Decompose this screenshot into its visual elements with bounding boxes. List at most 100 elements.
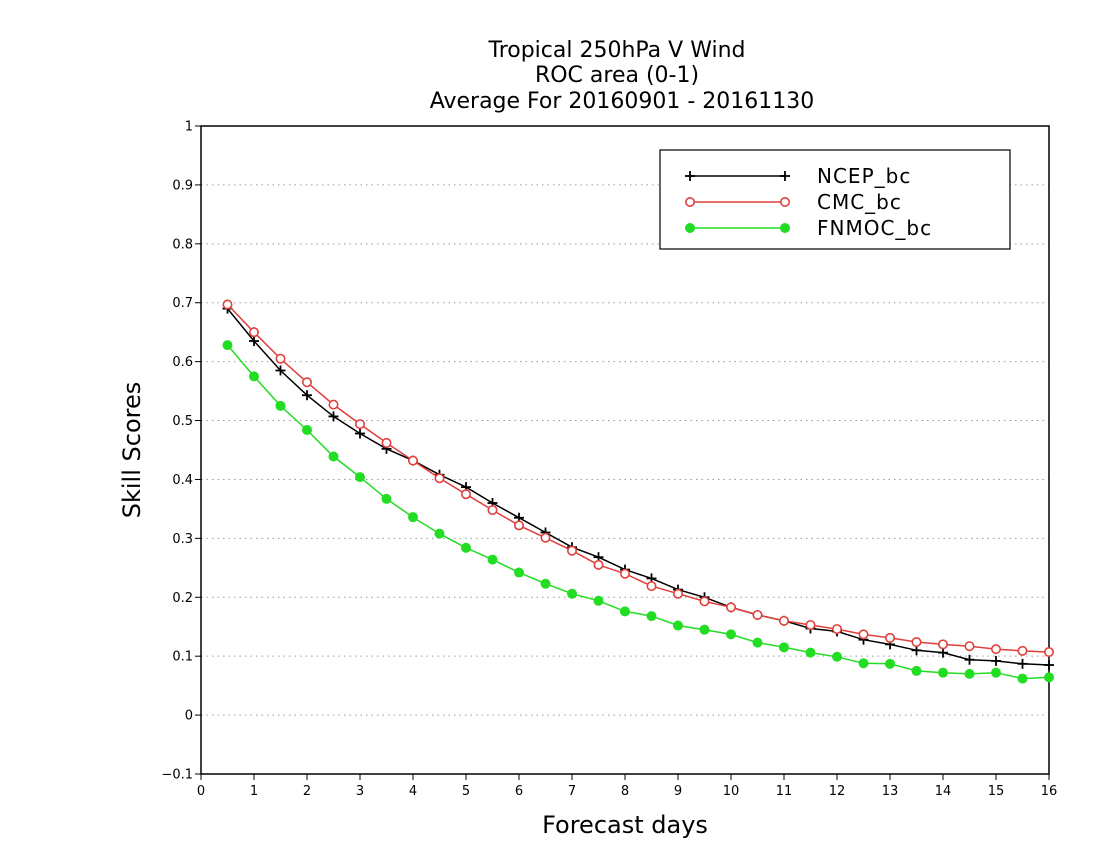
data-point-ncep-bc xyxy=(249,336,259,347)
y-axis-label: Skill Scores xyxy=(118,382,146,519)
data-point-fnmoc-bc xyxy=(275,400,286,411)
data-point-fnmoc-bc xyxy=(434,528,445,539)
x-tick-label: 15 xyxy=(988,784,1005,799)
legend-box xyxy=(659,149,1011,250)
data-point-ncep-bc xyxy=(991,655,1001,666)
y-tick-label: 0.4 xyxy=(172,473,193,488)
series-fnmoc-bc xyxy=(222,340,1054,684)
data-point-cmc-bc xyxy=(805,619,816,630)
data-point-cmc-bc xyxy=(540,532,551,543)
data-point-cmc-bc xyxy=(301,377,312,388)
data-point-fnmoc-bc xyxy=(381,493,392,504)
data-point-cmc-bc xyxy=(831,624,842,635)
series-line-ncep-bc xyxy=(226,308,1050,666)
x-tick-label: 12 xyxy=(829,784,846,799)
y-tick-label: 0.7 xyxy=(172,296,193,311)
data-point-cmc-bc xyxy=(858,629,869,640)
y-tick-label: 0.2 xyxy=(172,591,193,606)
data-point-fnmoc-bc xyxy=(487,554,498,565)
data-point-fnmoc-bc xyxy=(646,611,657,622)
data-point-cmc-bc xyxy=(513,520,524,531)
data-point-fnmoc-bc xyxy=(1044,672,1054,683)
data-point-cmc-bc xyxy=(911,637,922,648)
data-point-fnmoc-bc xyxy=(461,542,471,553)
data-point-cmc-bc xyxy=(752,609,763,620)
data-point-fnmoc-bc xyxy=(805,647,816,658)
x-tick-label: 11 xyxy=(776,784,793,799)
legend-marker xyxy=(684,197,695,208)
legend-label-cmc-bc: CMC_bc xyxy=(817,190,902,214)
data-point-fnmoc-bc xyxy=(408,512,418,523)
series-line-cmc-bc xyxy=(226,303,1050,653)
y-tick-label: −0.1 xyxy=(161,768,193,783)
legend-marker xyxy=(780,171,790,181)
legend-label-ncep-bc: NCEP_bc xyxy=(817,164,911,188)
data-point-cmc-bc xyxy=(487,505,498,516)
data-point-fnmoc-bc xyxy=(699,624,710,635)
data-point-cmc-bc xyxy=(964,641,975,652)
data-point-cmc-bc xyxy=(407,455,418,466)
x-tick-label: 7 xyxy=(568,784,576,799)
data-point-fnmoc-bc xyxy=(911,665,922,676)
data-point-cmc-bc xyxy=(725,602,736,613)
data-point-fnmoc-bc xyxy=(1017,673,1028,684)
data-point-cmc-bc xyxy=(249,327,260,338)
chart-title-line-1: Tropical 250hPa V Wind xyxy=(487,38,745,63)
x-tick-label: 13 xyxy=(882,784,899,799)
data-point-cmc-bc xyxy=(354,419,365,430)
data-point-ncep-bc xyxy=(302,390,312,401)
data-point-ncep-bc xyxy=(964,654,975,665)
x-tick-label: 14 xyxy=(935,784,952,799)
data-point-fnmoc-bc xyxy=(938,667,948,678)
y-tick-label: 0 xyxy=(185,709,193,724)
legend-entry-ncep-bc: NCEP_bc xyxy=(685,164,911,188)
x-tick-label: 5 xyxy=(462,784,470,799)
data-point-fnmoc-bc xyxy=(567,588,577,599)
x-tick-label: 2 xyxy=(303,784,311,799)
y-tick-label: 0.3 xyxy=(172,532,193,547)
y-tick-label: 0.5 xyxy=(172,414,193,429)
data-point-cmc-bc xyxy=(222,299,233,310)
x-tick-label: 10 xyxy=(723,784,740,799)
y-axis: −0.1 0 0.1 0.2 0.3 0.4 0.5 0.6 0.7 0.8 0.9 1 xyxy=(161,120,201,783)
x-tick-label: 6 xyxy=(515,784,523,799)
data-point-cmc-bc xyxy=(699,596,710,607)
data-point-fnmoc-bc xyxy=(752,637,763,648)
data-point-fnmoc-bc xyxy=(249,371,259,382)
y-tick-label: 0.8 xyxy=(172,237,193,252)
data-point-cmc-bc xyxy=(1017,645,1028,656)
x-axis: 0 1 2 3 4 5 6 7 8 9 10 11 12 13 14 15 16 xyxy=(197,774,1057,799)
x-tick-label: 3 xyxy=(356,784,364,799)
series-layer xyxy=(222,299,1055,684)
data-point-cmc-bc xyxy=(275,353,286,364)
data-point-cmc-bc xyxy=(1044,647,1055,658)
data-point-fnmoc-bc xyxy=(514,567,524,578)
y-tick-label: 0.9 xyxy=(172,178,193,193)
legend-entry-fnmoc-bc: FNMOC_bc xyxy=(685,216,932,240)
legend-label-fnmoc-bc: FNMOC_bc xyxy=(817,216,932,240)
data-point-fnmoc-bc xyxy=(620,606,630,617)
data-point-fnmoc-bc xyxy=(832,651,842,662)
data-point-ncep-bc xyxy=(328,411,339,422)
data-point-cmc-bc xyxy=(619,568,630,579)
data-point-fnmoc-bc xyxy=(593,595,604,606)
data-point-ncep-bc xyxy=(1017,658,1028,669)
data-point-fnmoc-bc xyxy=(991,667,1001,678)
x-tick-label: 16 xyxy=(1041,784,1058,799)
series-line-fnmoc-bc xyxy=(226,344,1050,680)
chart-title-line-3: Average For 20160901 - 20161130 xyxy=(430,89,815,114)
series-cmc-bc xyxy=(222,299,1055,658)
data-point-cmc-bc xyxy=(593,559,604,570)
data-point-cmc-bc xyxy=(381,437,392,448)
data-point-fnmoc-bc xyxy=(302,424,312,435)
legend-marker xyxy=(780,223,790,233)
legend-entry-cmc-bc: CMC_bc xyxy=(684,190,902,214)
data-point-cmc-bc xyxy=(884,632,895,643)
data-point-ncep-bc xyxy=(355,428,365,439)
legend-marker xyxy=(685,171,695,181)
data-point-cmc-bc xyxy=(434,473,445,484)
x-tick-label: 8 xyxy=(621,784,629,799)
chart-title-line-2: ROC area (0-1) xyxy=(535,63,699,88)
